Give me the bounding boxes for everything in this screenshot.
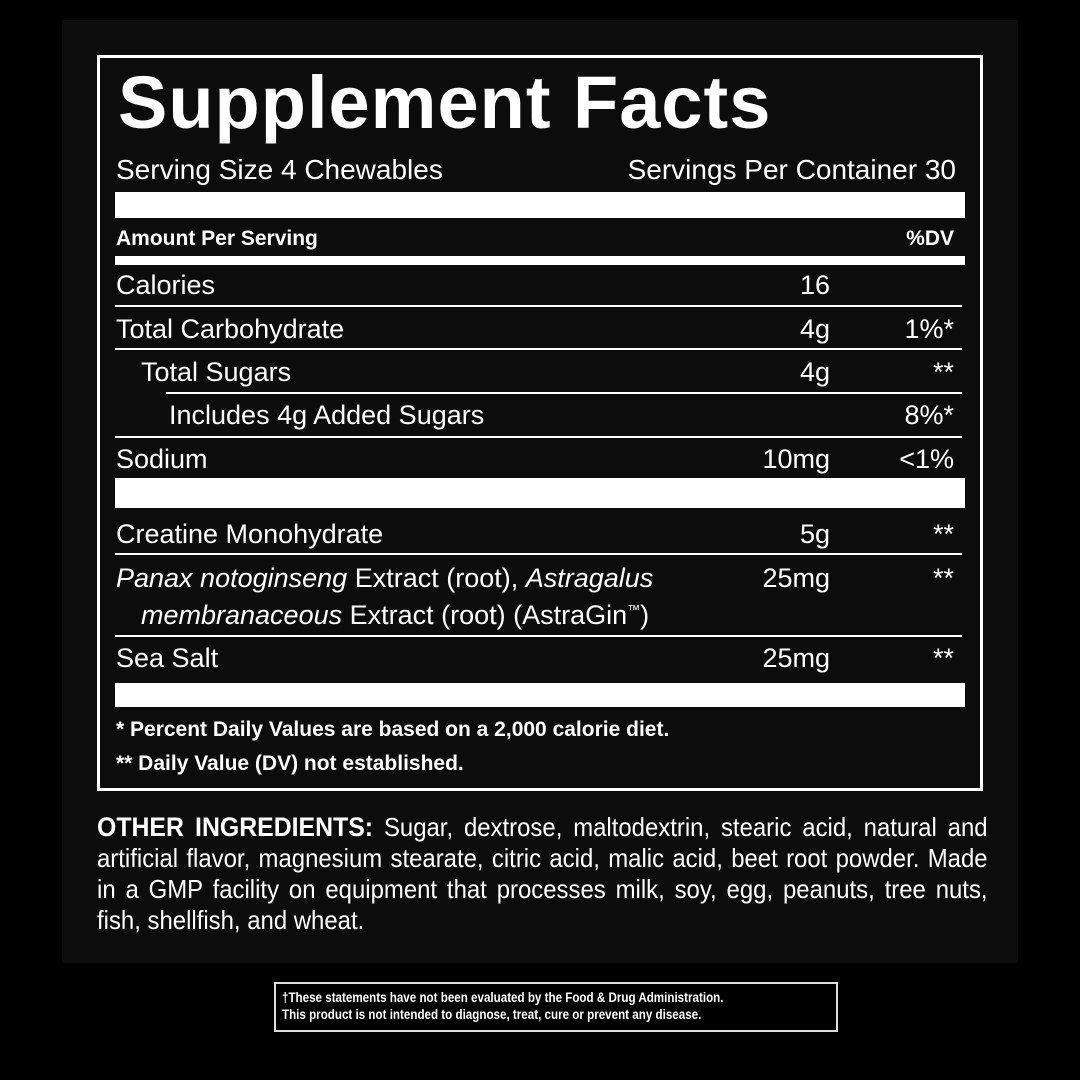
serving-size: Serving Size 4 Chewables (116, 154, 443, 185)
row-divider (115, 553, 962, 555)
row-divider (115, 635, 962, 637)
dv-header: %DV (906, 227, 954, 250)
supplement-facts-box: Supplement Facts Serving Size 4 Chewable… (97, 55, 983, 791)
fda-disclaimer: †These statements have not been evaluate… (274, 982, 838, 1032)
servings-per-container: Servings Per Container 30 (627, 154, 956, 185)
divider-bar (115, 192, 965, 218)
footnote: * Percent Daily Values are based on a 2,… (116, 718, 670, 741)
divider-bar (115, 478, 965, 508)
row-divider (115, 305, 962, 307)
divider-bar (115, 256, 965, 265)
title: Supplement Facts (118, 61, 772, 144)
footnote: ** Daily Value (DV) not established. (116, 752, 464, 775)
row-divider (166, 392, 962, 394)
row-divider (115, 348, 962, 350)
row-divider (115, 436, 962, 438)
divider-bar (115, 683, 965, 707)
other-ingredients: OTHER INGREDIENTS: Sugar, dextrose, malt… (97, 812, 988, 935)
amount-per-serving-header: Amount Per Serving (116, 227, 318, 250)
